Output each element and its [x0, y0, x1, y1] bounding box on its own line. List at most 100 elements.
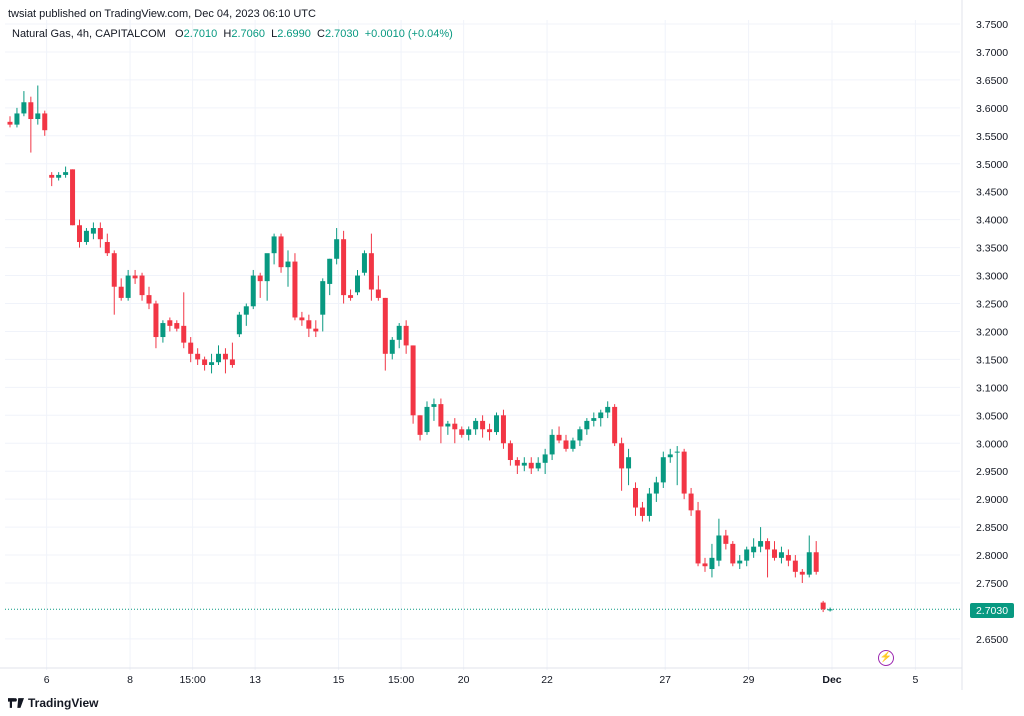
- low-value: 2.6990: [277, 28, 311, 40]
- candle-down: [257, 272, 263, 298]
- candle-down: [417, 415, 423, 441]
- candle-body: [820, 602, 826, 610]
- candle-body: [42, 113, 48, 131]
- candle-body: [799, 571, 805, 575]
- candle-down: [375, 275, 381, 301]
- time-axis[interactable]: 6 8 15:00 13 15 15:00 20 22 27 29 Dec 5: [44, 674, 919, 686]
- candle-down: [292, 253, 298, 321]
- price-tick-label: 3.7500: [976, 19, 1008, 31]
- price-axis[interactable]: 3.7500 3.7000 3.6500 3.6000 3.5500 3.5000 3.45…: [976, 19, 1008, 646]
- candle-up: [605, 401, 611, 419]
- candle-body: [459, 429, 465, 435]
- candle-down: [348, 289, 354, 301]
- candle-body: [730, 543, 736, 564]
- price-tick-label: 3.3000: [976, 271, 1008, 283]
- candle-down: [619, 437, 625, 491]
- candle-body: [758, 541, 764, 547]
- candle-body: [584, 420, 590, 430]
- candle-body: [466, 429, 472, 435]
- candle-down: [459, 426, 465, 438]
- candles: [7, 85, 833, 613]
- candle-down: [563, 434, 569, 452]
- time-tick-label: 13: [249, 674, 261, 686]
- candle-up: [209, 353, 215, 374]
- candle-down: [681, 448, 687, 500]
- candle-body: [264, 253, 270, 282]
- candle-down: [195, 348, 201, 365]
- candle-up: [667, 448, 673, 463]
- candle-up: [535, 457, 541, 472]
- candle-up: [549, 429, 555, 461]
- candle-body: [521, 462, 527, 466]
- candle-down: [139, 272, 145, 301]
- candle-up: [660, 451, 666, 488]
- candle-body: [299, 317, 305, 321]
- candle-body: [375, 289, 381, 298]
- candle-body: [306, 320, 312, 329]
- time-tick-label: 29: [743, 674, 755, 686]
- candle-body: [160, 323, 166, 338]
- candle-down: [7, 116, 13, 128]
- candle-up: [577, 426, 583, 447]
- candle-body: [737, 560, 743, 564]
- candle-down: [70, 169, 76, 226]
- candle-body: [577, 429, 583, 441]
- candle-body: [188, 342, 194, 354]
- candle-down: [188, 337, 194, 363]
- change-value: +0.0010 (+0.04%): [364, 28, 453, 40]
- candle-up: [334, 228, 340, 265]
- candle-up: [56, 172, 62, 181]
- candle-body: [250, 275, 256, 307]
- candle-body: [7, 121, 13, 125]
- lightning-icon[interactable]: ⚡: [878, 650, 894, 666]
- candle-body: [535, 462, 541, 469]
- candle-down: [341, 230, 347, 304]
- candle-down: [202, 356, 208, 371]
- candle-body: [674, 451, 680, 453]
- candle-body: [500, 415, 506, 444]
- candle-down: [695, 501, 701, 567]
- candle-body: [709, 557, 715, 570]
- high-value: 2.7060: [231, 28, 265, 40]
- time-tick-label: 15: [333, 674, 345, 686]
- candle-up: [271, 233, 277, 265]
- candle-body: [702, 563, 708, 567]
- candle-body: [396, 325, 402, 340]
- candle-up: [751, 538, 757, 558]
- candle-body: [473, 420, 479, 430]
- price-tick-label: 2.6500: [976, 634, 1008, 646]
- candle-body: [716, 535, 722, 561]
- tradingview-footer[interactable]: TradingView: [8, 696, 98, 710]
- candle-body: [83, 230, 89, 243]
- candle-up: [63, 166, 69, 178]
- candle-up: [216, 345, 221, 365]
- candle-body: [542, 454, 548, 463]
- candle-body: [229, 359, 235, 365]
- candle-body: [487, 429, 493, 433]
- candle-body: [368, 253, 374, 290]
- candle-body: [327, 258, 333, 284]
- candle-down: [132, 269, 138, 284]
- price-tick-label: 2.7500: [976, 578, 1008, 590]
- candle-down: [181, 292, 187, 349]
- candle-body: [271, 236, 277, 254]
- candle-up: [646, 487, 652, 522]
- candle-body: [355, 275, 360, 293]
- candle-up: [243, 303, 249, 326]
- candle-body: [695, 510, 701, 564]
- candle-down: [438, 398, 444, 444]
- grid-lines: [0, 0, 963, 690]
- candle-up: [494, 412, 499, 435]
- price-tick-label: 3.5000: [976, 159, 1008, 171]
- candle-up: [396, 323, 402, 349]
- price-tick-label: 2.8000: [976, 550, 1008, 562]
- candle-body: [202, 359, 208, 365]
- candle-body: [14, 113, 20, 125]
- low-label: L: [271, 28, 278, 40]
- candle-body: [389, 339, 395, 354]
- candle-down: [730, 541, 736, 567]
- price-tick-label: 3.6000: [976, 103, 1008, 115]
- price-tick-label: 3.4000: [976, 215, 1008, 227]
- candle-body: [438, 404, 444, 427]
